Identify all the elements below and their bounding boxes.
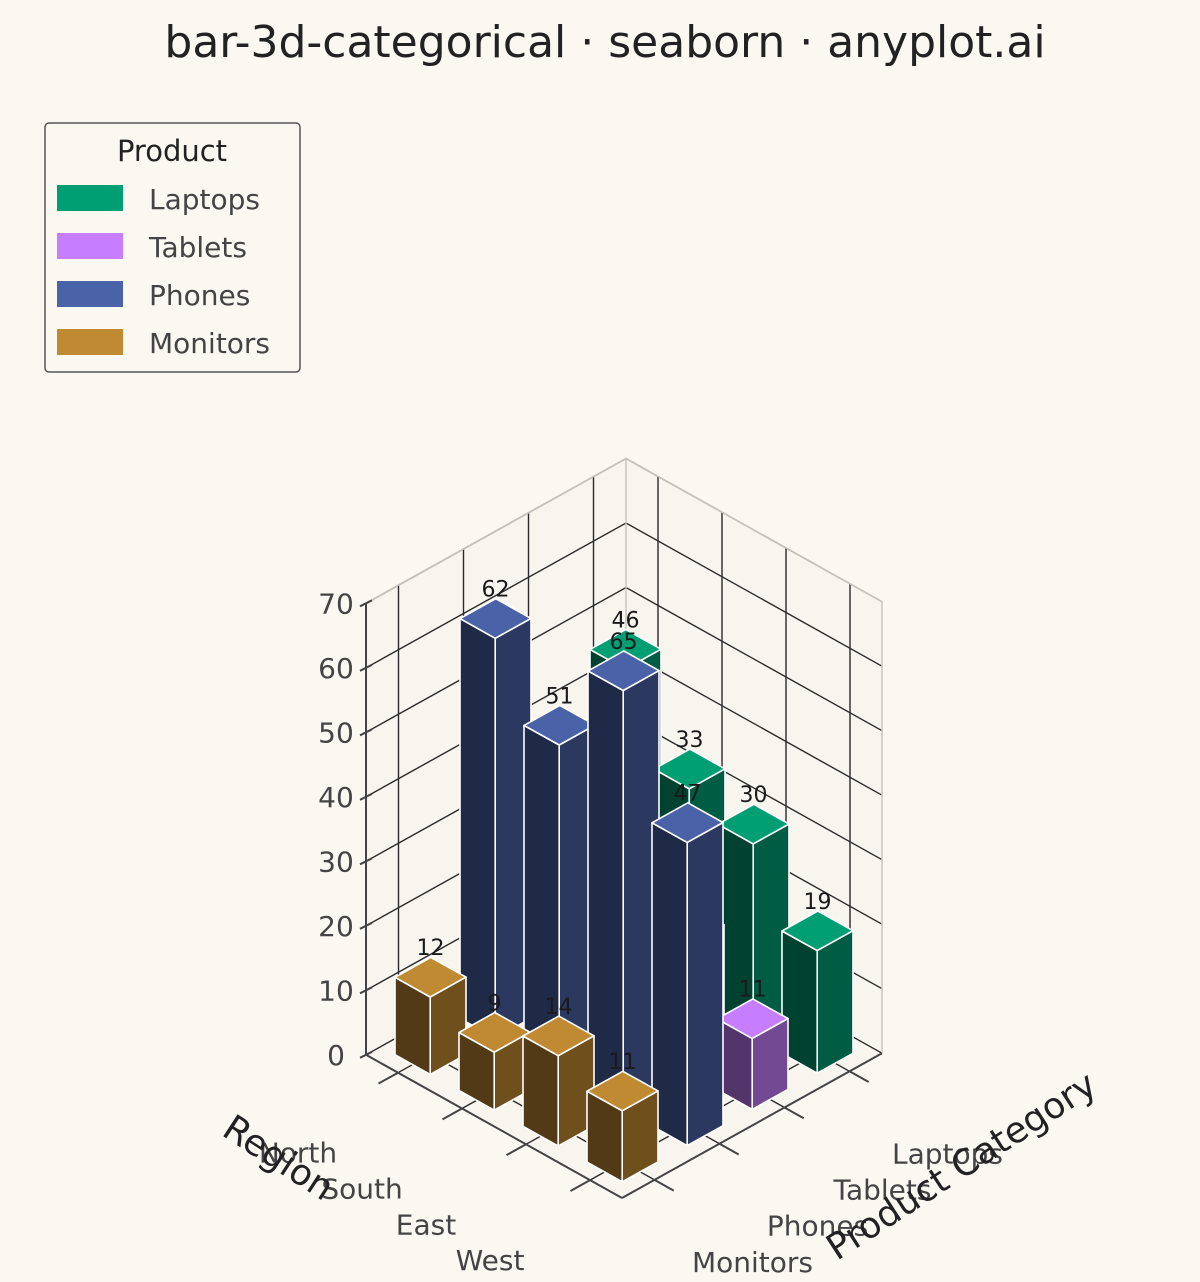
data-label-phones-west: 47	[674, 782, 702, 807]
legend-entry-laptops: Laptops	[57, 183, 260, 216]
x-tick-label-east: East	[396, 1208, 456, 1241]
legend: Product Laptops Tablets Phones Monitors	[44, 122, 301, 373]
bar-monitors-north: 12	[394, 936, 467, 1076]
legend-entry-monitors: Monitors	[57, 327, 270, 360]
legend-entries: Laptops Tablets Phones Monitors	[57, 183, 270, 360]
z-tick	[359, 599, 373, 608]
x-tick-label-north: North	[259, 1137, 337, 1170]
legend-swatch	[57, 281, 123, 307]
legend-entry-phones: Phones	[57, 279, 250, 312]
data-label-monitors-north: 12	[417, 936, 445, 961]
data-label-laptops-west: 19	[804, 890, 832, 915]
y-axis-line	[621, 1052, 883, 1199]
x-axis-line	[365, 1053, 623, 1199]
z-tick	[359, 663, 373, 672]
data-label-monitors-west: 11	[609, 1050, 637, 1075]
bar-face-left	[686, 821, 724, 1147]
z-tick-label: 40	[318, 781, 354, 814]
y-tick-label-monitors: Monitors	[692, 1246, 813, 1278]
z-tick-label: 0	[327, 1039, 345, 1072]
y-tick	[654, 1179, 675, 1192]
bar-phones-south: 51	[523, 684, 596, 1075]
bar-face-top	[781, 910, 854, 952]
legend-swatch	[57, 185, 123, 211]
data-label-laptops-south: 33	[676, 728, 704, 753]
y-tick	[849, 1070, 870, 1083]
bar-monitors-east: 14	[522, 995, 595, 1147]
z-tick-label: 10	[318, 974, 354, 1007]
bar-face-top	[653, 748, 726, 790]
legend-swatch	[57, 329, 123, 355]
z-tick	[359, 792, 373, 801]
z-tick	[359, 1050, 373, 1059]
data-label-phones-south: 51	[546, 684, 574, 709]
y-tick-label-tablets: Tablets	[833, 1174, 932, 1207]
y-tick	[719, 1142, 740, 1156]
chart-title: bar-3d-categorical · seaborn · anyplot.a…	[164, 17, 1045, 68]
bar-monitors-south: 9	[458, 991, 531, 1111]
z-tick-label: 70	[318, 587, 354, 620]
bar-face-top	[523, 704, 596, 746]
data-label-monitors-south: 9	[488, 991, 502, 1016]
bar-laptops-west: 19	[781, 890, 854, 1074]
legend-label: Phones	[149, 279, 250, 312]
bars: 4633183021621920511211659471411	[394, 578, 854, 1183]
legend-label: Laptops	[149, 183, 260, 216]
data-label-laptops-east: 30	[740, 783, 768, 808]
z-tick	[359, 921, 373, 930]
data-label-laptops-north: 46	[612, 608, 640, 633]
bar-face-top	[394, 956, 467, 998]
x-tick	[506, 1143, 527, 1157]
bar-monitors-west: 11	[586, 1050, 659, 1183]
y-tick-label-phones: Phones	[767, 1210, 868, 1243]
bar-face-right	[459, 617, 497, 1039]
data-label-tablets-west: 11	[739, 978, 767, 1003]
z-tick-label: 30	[318, 845, 354, 878]
z-tick	[359, 857, 373, 866]
bar-face-top	[716, 998, 789, 1040]
bar-face-left	[816, 929, 854, 1074]
x-tick	[378, 1071, 399, 1085]
legend-label: Tablets	[148, 231, 247, 264]
y-tick	[784, 1106, 805, 1120]
z-tick	[359, 986, 373, 995]
legend-title: Product	[117, 134, 227, 168]
legend-swatch	[57, 233, 123, 259]
bar-face-top	[587, 650, 660, 692]
bar-phones-east: 65	[587, 630, 660, 1111]
x-tick-label-south: South	[321, 1173, 402, 1206]
z-tick-label: 60	[318, 652, 354, 685]
bar-face-top	[586, 1070, 659, 1112]
z-tick	[359, 728, 373, 737]
z-tick-label: 20	[318, 910, 354, 943]
bar-phones-west: 47	[651, 782, 724, 1147]
bar-phones-north: 62	[459, 578, 532, 1039]
legend-entry-tablets: Tablets	[57, 231, 247, 264]
bar-face-top	[458, 1011, 531, 1053]
x-tick-label-west: West	[456, 1244, 525, 1277]
bar-face-top	[651, 801, 724, 844]
z-tick-label: 50	[318, 716, 354, 749]
x-tick	[442, 1107, 463, 1121]
bar-tablets-west: 11	[716, 978, 789, 1111]
data-label-phones-east: 65	[610, 630, 638, 655]
legend-label: Monitors	[149, 327, 270, 360]
bar-laptops-east: 30	[717, 783, 790, 1039]
data-label-monitors-east: 14	[545, 995, 573, 1020]
bar-face-top	[522, 1015, 595, 1057]
x-tick	[570, 1179, 591, 1192]
data-label-phones-north: 62	[482, 578, 510, 603]
bar-face-top	[459, 597, 532, 640]
y-tick-label-laptops: Laptops	[892, 1137, 1003, 1170]
bar-face-top	[717, 803, 790, 845]
y-axis-title: Product Category	[819, 1064, 1103, 1269]
